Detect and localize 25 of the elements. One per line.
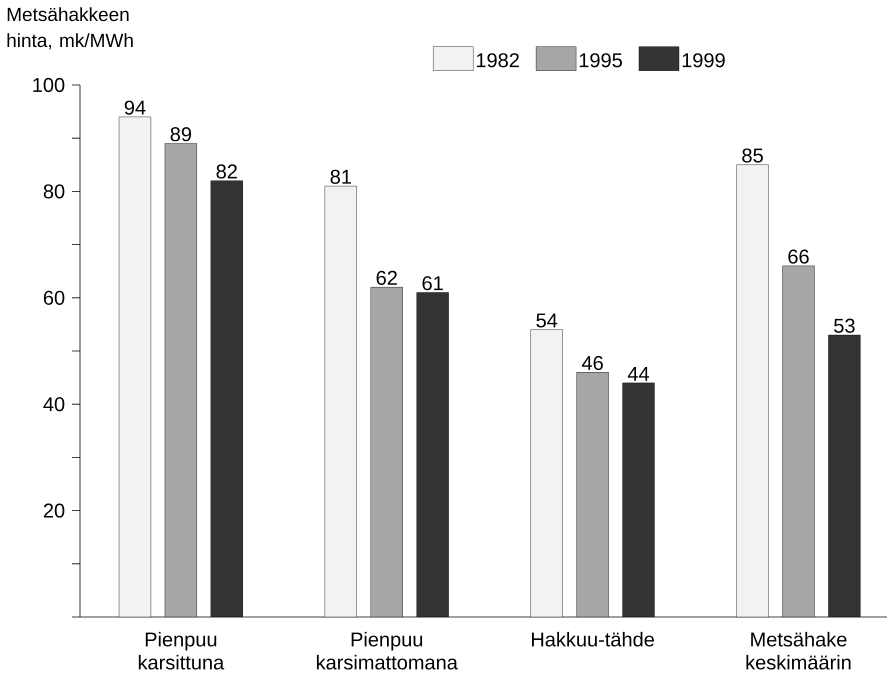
legend-label: 1982 bbox=[476, 53, 519, 68]
data-label: 89 bbox=[170, 127, 192, 142]
y-tick-label: 40 bbox=[43, 397, 64, 412]
data-label: 44 bbox=[628, 366, 650, 381]
data-label: 61 bbox=[422, 276, 443, 290]
data-label: 53 bbox=[834, 318, 855, 333]
data-label: 66 bbox=[788, 250, 809, 264]
data-label: 81 bbox=[330, 170, 351, 184]
data-label: 62 bbox=[376, 270, 397, 285]
data-label: 54 bbox=[536, 314, 558, 328]
y-tick-label: 80 bbox=[44, 184, 64, 198]
data-label: 85 bbox=[742, 148, 763, 163]
x-tick-label: Pienpuu karsimattomana bbox=[316, 632, 458, 670]
y-tick-label: 60 bbox=[44, 290, 64, 305]
data-label: 94 bbox=[124, 100, 146, 115]
y-axis-title: Metsähakkeen hinta, mk/MWh bbox=[8, 7, 133, 50]
x-tick-label: Pienpuu karsittuna bbox=[138, 632, 224, 670]
data-label: 82 bbox=[216, 164, 237, 179]
data-label: 46 bbox=[582, 356, 603, 370]
legend-label: 1999 bbox=[682, 53, 725, 68]
x-tick-label: Hakkuu-tähde bbox=[532, 632, 654, 647]
y-tick-label: 20 bbox=[44, 504, 64, 518]
legend-label: 1995 bbox=[580, 53, 622, 68]
x-tick-label: Metsähake keskimäärin bbox=[746, 632, 851, 670]
y-tick-label: 100 bbox=[33, 78, 64, 92]
